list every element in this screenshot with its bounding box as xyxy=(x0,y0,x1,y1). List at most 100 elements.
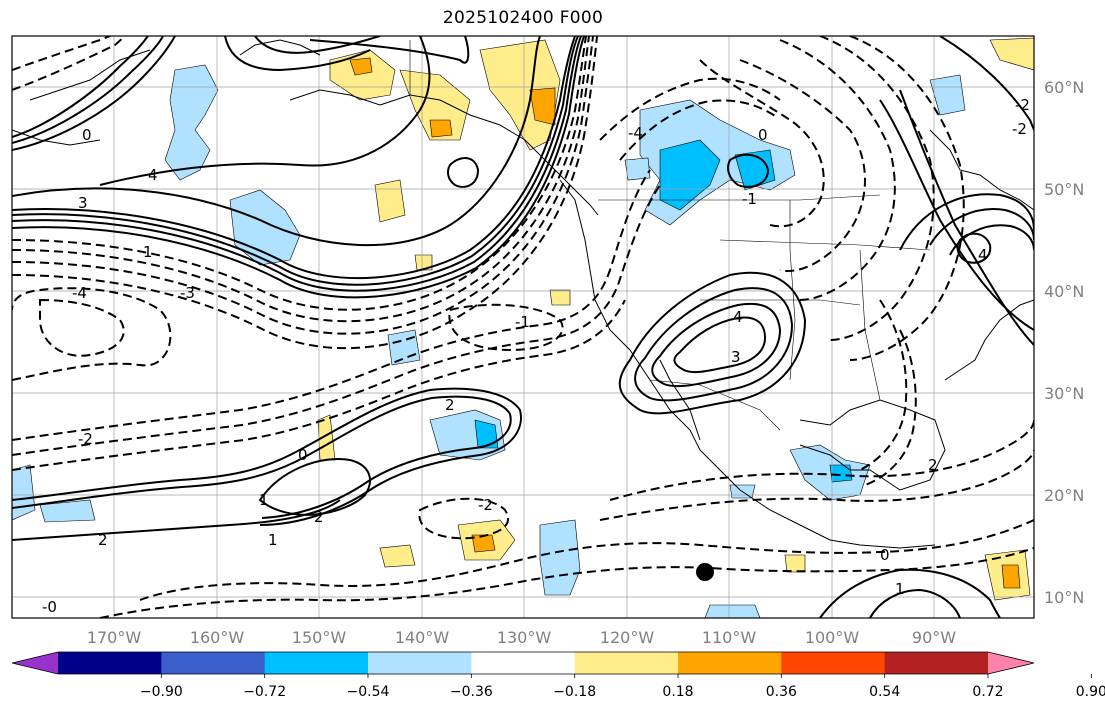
contour-lines xyxy=(12,36,1034,618)
contour-label: -0 xyxy=(42,598,57,616)
colorbar-outline xyxy=(11,651,1035,675)
colorbar-segment xyxy=(678,652,782,674)
shade-yellow xyxy=(784,554,806,573)
contour-label: 1 xyxy=(895,580,905,598)
colorbar-segment xyxy=(781,652,886,674)
shade-light-blue xyxy=(929,74,966,116)
contour-label: -1 xyxy=(742,190,757,208)
shade-yellow xyxy=(989,37,1034,71)
shade-orange xyxy=(429,119,453,138)
shade-yellow xyxy=(329,49,396,101)
colorbar-segment xyxy=(471,652,576,674)
graticule xyxy=(12,36,1034,618)
shade-light-blue xyxy=(387,329,421,366)
longitude-axis: 170°W 160°W 150°W 140°W 130°W 120°W 110°… xyxy=(87,628,956,647)
shade-yellow xyxy=(374,179,406,223)
lat-tick-label: 30°N xyxy=(1044,384,1084,403)
lon-tick-label: 120°W xyxy=(600,628,655,647)
coastlines xyxy=(12,39,1034,549)
colorbar-extend-min xyxy=(12,652,58,674)
map-frame xyxy=(11,35,1035,619)
lat-tick-label: 60°N xyxy=(1044,78,1084,97)
contour-label: 4 xyxy=(733,308,743,326)
colorbar-extend-max xyxy=(988,652,1034,674)
contour-label: -2 xyxy=(1015,96,1030,114)
lat-tick-label: 10°N xyxy=(1044,588,1084,607)
colorbar-segment xyxy=(368,652,472,674)
latitude-axis: 60°N 50°N 40°N 30°N 20°N 10°N xyxy=(1044,78,1084,607)
shade-orange xyxy=(1001,564,1021,589)
contour-label-group: 2 3 4 -3 1 0 -1 -2 -4 4 3 2 0 1 -2 2 1 -… xyxy=(42,96,1030,616)
shaded-anomaly-fields xyxy=(12,37,1034,618)
contour-label: 3 xyxy=(731,348,741,366)
contour-label: 1 xyxy=(268,531,278,549)
contour-label: -2 xyxy=(1012,120,1027,138)
contour-label: -1 xyxy=(515,313,530,331)
shade-light-blue xyxy=(39,499,96,523)
shade-light-blue xyxy=(164,64,219,181)
colorbar-tick-label: −0.36 xyxy=(450,684,493,700)
colorbar-tick-label: 0.72 xyxy=(972,684,1003,700)
contour-lines-negative xyxy=(12,36,1034,618)
colorbar-segment xyxy=(161,652,266,674)
contour-label: 0 xyxy=(880,546,890,564)
shade-light-blue xyxy=(539,519,581,596)
shade-orange xyxy=(529,87,556,126)
shade-orange xyxy=(471,534,496,553)
colorbar-segment xyxy=(574,652,679,674)
map-title: 2025102400 F000 xyxy=(442,8,604,28)
colorbar: −0.90 −0.72 −0.54 −0.36 −0.18 0.18 0.36 0.54 0.7… xyxy=(11,651,1105,700)
contour-label: 4 xyxy=(978,246,988,264)
colorbar-tick-label: −0.90 xyxy=(140,684,183,700)
colorbar-tick-label: 0.18 xyxy=(662,684,693,700)
contour-label: 2 xyxy=(314,508,324,526)
contour-label: -2 xyxy=(78,430,93,448)
shade-cyan xyxy=(474,419,499,449)
contour-label: 1 xyxy=(259,491,269,509)
contour-label: -2 xyxy=(478,496,493,514)
contour-label: 0 xyxy=(298,446,308,464)
shade-light-blue xyxy=(624,157,651,181)
lon-tick-label: 140°W xyxy=(395,628,450,647)
shade-light-blue xyxy=(704,604,761,618)
colorbar-tick-label: −0.72 xyxy=(243,684,286,700)
shade-orange xyxy=(349,57,373,76)
lat-tick-label: 40°N xyxy=(1044,282,1084,301)
shade-yellow xyxy=(414,254,433,271)
contour-label: 2 xyxy=(98,531,108,549)
lon-tick-label: 110°W xyxy=(702,628,757,647)
colorbar-tick-label: 0.90 xyxy=(1076,684,1105,700)
lon-tick-label: 130°W xyxy=(497,628,552,647)
colorbar-segment xyxy=(884,652,989,674)
shade-yellow xyxy=(379,544,416,568)
lat-tick-label: 20°N xyxy=(1044,486,1084,505)
colorbar-segment xyxy=(58,652,162,674)
shade-light-blue xyxy=(789,444,871,501)
contour-label: 0 xyxy=(758,126,768,144)
lon-tick-label: 90°W xyxy=(912,628,956,647)
lon-tick-label: 100°W xyxy=(805,628,860,647)
colorbar-tick-label: 0.36 xyxy=(766,684,797,700)
contour-label: -3 xyxy=(180,284,195,302)
lon-tick-label: 150°W xyxy=(292,628,347,647)
contour-label: 2 xyxy=(928,456,938,474)
shade-cyan xyxy=(829,464,853,483)
contour-label: 4 xyxy=(148,166,158,184)
contour-label: 2 xyxy=(445,396,455,414)
shade-yellow xyxy=(399,69,471,141)
colorbar-segment xyxy=(264,652,369,674)
contour-label: 0 xyxy=(82,126,92,144)
lat-tick-label: 50°N xyxy=(1044,180,1084,199)
colorbar-tick-label: −0.54 xyxy=(347,684,390,700)
lon-tick-label: 170°W xyxy=(87,628,142,647)
lon-tick-label: 160°W xyxy=(190,628,245,647)
location-marker xyxy=(696,563,714,581)
colorbar-tick-label: −0.18 xyxy=(553,684,596,700)
contour-label: -4 xyxy=(72,284,87,302)
colorbar-tick-label: 0.54 xyxy=(869,684,900,700)
contour-label: 1 xyxy=(143,243,153,261)
shade-yellow xyxy=(479,39,561,151)
shade-yellow xyxy=(549,289,571,306)
contour-label: -4 xyxy=(628,124,643,142)
